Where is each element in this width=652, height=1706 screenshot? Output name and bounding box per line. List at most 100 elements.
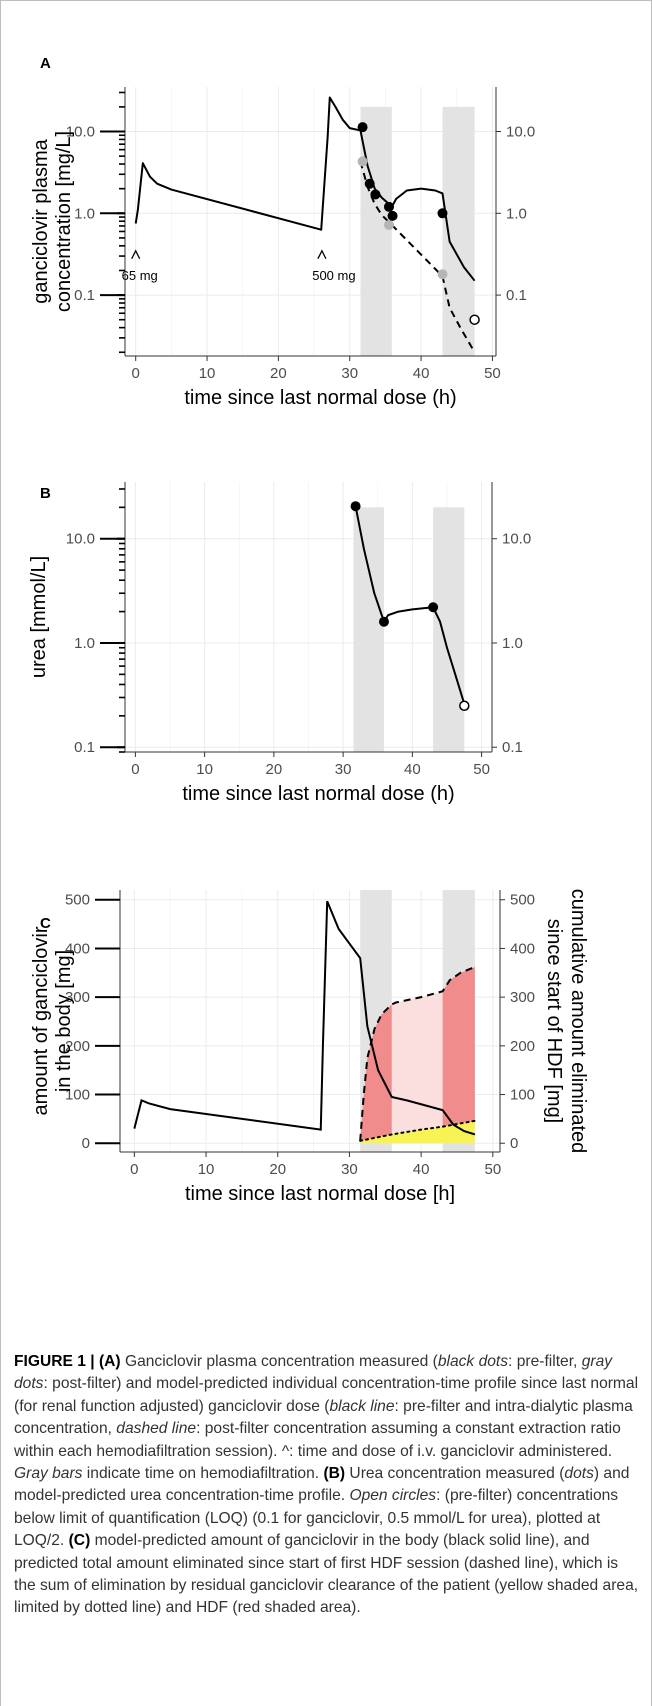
x-tick-label: 40 (413, 1161, 430, 1178)
caption-part: dots (564, 1465, 594, 1483)
residual-elimination-line (359, 1119, 476, 1142)
post-filter-observation (357, 156, 368, 167)
y-tick-label-right: 400 (510, 940, 535, 957)
x-tick-label: 30 (335, 761, 352, 778)
hdf-elimination-area (442, 966, 475, 1127)
caption-part: : post-filter) and model-predicted indiv… (14, 1375, 639, 1415)
caption-part: gray dots (14, 1353, 613, 1393)
y-tick-label-right: 1.0 (506, 205, 527, 222)
x-tick-label: 10 (198, 1161, 215, 1178)
pre-filter-observation (387, 210, 398, 221)
caption-part: dashed line (116, 1420, 197, 1438)
pre-filter-observation (428, 602, 439, 613)
dose-caret-marker (131, 249, 141, 260)
chart-b-svg: 0 10 20 30 40 50 0.1 0.1 1.0 1.0 10.0 10.0 time sinc… (28, 482, 531, 805)
caption-part: (B) (323, 1465, 346, 1483)
y-tick-label-left: 300 (65, 989, 90, 1006)
caption-part: indicate time on hemodiafiltration. (82, 1465, 324, 1483)
below-loq-observation (469, 314, 480, 325)
x-tick-label: 40 (413, 365, 430, 382)
x-tick-label: 50 (484, 1161, 501, 1178)
x-axis-title: time since last normal dose (h) (184, 387, 456, 409)
plot-background (125, 87, 496, 356)
panel-a-label: A (40, 55, 51, 72)
caption-body: (A) Ganciclovir plasma concentration mea… (14, 1353, 638, 1616)
caption-label: FIGURE 1 | (14, 1353, 99, 1370)
below-loq-observation (459, 700, 470, 711)
hdf-elimination-area (360, 1004, 392, 1141)
y-tick-label-left: 1.0 (74, 635, 95, 652)
y-tick-label-left: 1.0 (74, 205, 95, 222)
x-tick-label: 30 (341, 365, 358, 382)
caption-part: ) and model-predicted urea concentration… (14, 1465, 630, 1505)
y-tick-label-left: 10.0 (66, 531, 95, 548)
y-axis-title-right: cumulative amount eliminated (567, 889, 589, 1154)
x-tick-label: 10 (196, 761, 213, 778)
y-axis-title: ganciclovir plasma (30, 138, 52, 303)
y-tick-label-left: 0 (82, 1135, 90, 1152)
pre-filter-observation (370, 189, 381, 200)
x-tick-label: 0 (132, 365, 140, 382)
pre-filter-observation (378, 616, 389, 627)
chart-a-svg: 65 mg 500 mg 0 10 20 30 40 50 0.1 0.1 1.0 1.0 10.0 10… (30, 55, 535, 409)
y-axis-title-right: since start of HDF [mg] (543, 919, 565, 1124)
y-axis-title: in the body [mg] (53, 950, 75, 1092)
body-amount-line (133, 900, 476, 1136)
panel-b-label: B (40, 485, 51, 502)
eliminated-total-line (359, 966, 476, 1141)
x-tick-label: 30 (341, 1161, 358, 1178)
panel-c: 0 10 20 30 40 50 0 0 100 100 200 200 300 300 400 400 500… (0, 889, 652, 1318)
pre-filter-observation (383, 201, 394, 212)
caption-part: Urea concentration measured ( (345, 1465, 565, 1483)
figure-caption: FIGURE 1 | (A) Ganciclovir plasma concen… (14, 1351, 644, 1620)
caption-part: Open circles (349, 1487, 437, 1505)
residual-elimination-area (360, 1120, 475, 1144)
y-tick-label-left: 500 (65, 892, 90, 909)
x-tick-label: 20 (270, 365, 287, 382)
caption-part: Ganciclovir plasma concentration measure… (120, 1353, 438, 1370)
y-tick-label-right: 0.1 (502, 739, 523, 756)
y-tick-label-right: 1.0 (502, 635, 523, 652)
post-filter-observation (383, 219, 394, 230)
caption-part: black line (329, 1397, 395, 1415)
post-filter-observation (437, 269, 448, 280)
x-tick-label: 20 (266, 761, 283, 778)
y-tick-label-left: 0.1 (74, 739, 95, 756)
y-tick-label-left: 0.1 (74, 287, 95, 304)
caption-part: Gray bars (14, 1465, 83, 1483)
y-tick-label-right: 300 (510, 989, 535, 1006)
pre-filter-model-line (354, 506, 466, 705)
caption-part: : pre-filter and intra-dialytic plasma c… (14, 1397, 633, 1438)
pre-filter-observation (437, 208, 448, 219)
caption-part: model-predicted amount of ganciclovir in… (14, 1532, 639, 1617)
caption-part: : post-filter concentration assuming a c… (14, 1420, 621, 1460)
hdf-session-band (353, 507, 384, 752)
dose-annotation-label: 500 mg (312, 268, 355, 283)
caption-part: : (pre-filter) concentrations below limi… (14, 1487, 619, 1550)
pre-filter-observation (350, 501, 361, 512)
y-axis-title: urea [mmol/L] (28, 556, 50, 678)
caption-part: : pre-filter, (508, 1353, 582, 1370)
panel-a: 65 mg 500 mg 0 10 20 30 40 50 0.1 0.1 1.0 1.0 10.0 10… (0, 0, 652, 460)
y-tick-label-right: 100 (510, 1087, 535, 1104)
x-tick-label: 50 (484, 365, 501, 382)
caption-part: (A) (98, 1353, 121, 1370)
y-tick-label-right: 500 (510, 892, 535, 909)
x-tick-label: 50 (473, 761, 490, 778)
y-tick-label-left: 100 (65, 1087, 90, 1104)
pre-filter-model-line (134, 96, 476, 282)
y-tick-label-left: 400 (65, 940, 90, 957)
x-axis-title: time since last normal dose (h) (182, 783, 454, 805)
y-tick-label-right: 0 (510, 1135, 518, 1152)
dose-caret-marker (317, 249, 327, 260)
pre-filter-observation (357, 122, 368, 133)
panel-b: 0 10 20 30 40 50 0.1 0.1 1.0 1.0 10.0 10.0 time sinc… (0, 460, 652, 890)
hdf-session-band (433, 507, 465, 752)
dose-annotation-label: 65 mg (122, 268, 158, 283)
x-tick-label: 0 (131, 761, 139, 778)
caption-part: black dots (437, 1353, 509, 1370)
x-axis-title: time since last normal dose [h] (185, 1183, 455, 1205)
y-tick-label-left: 200 (65, 1038, 90, 1055)
y-tick-label-right: 200 (510, 1038, 535, 1055)
